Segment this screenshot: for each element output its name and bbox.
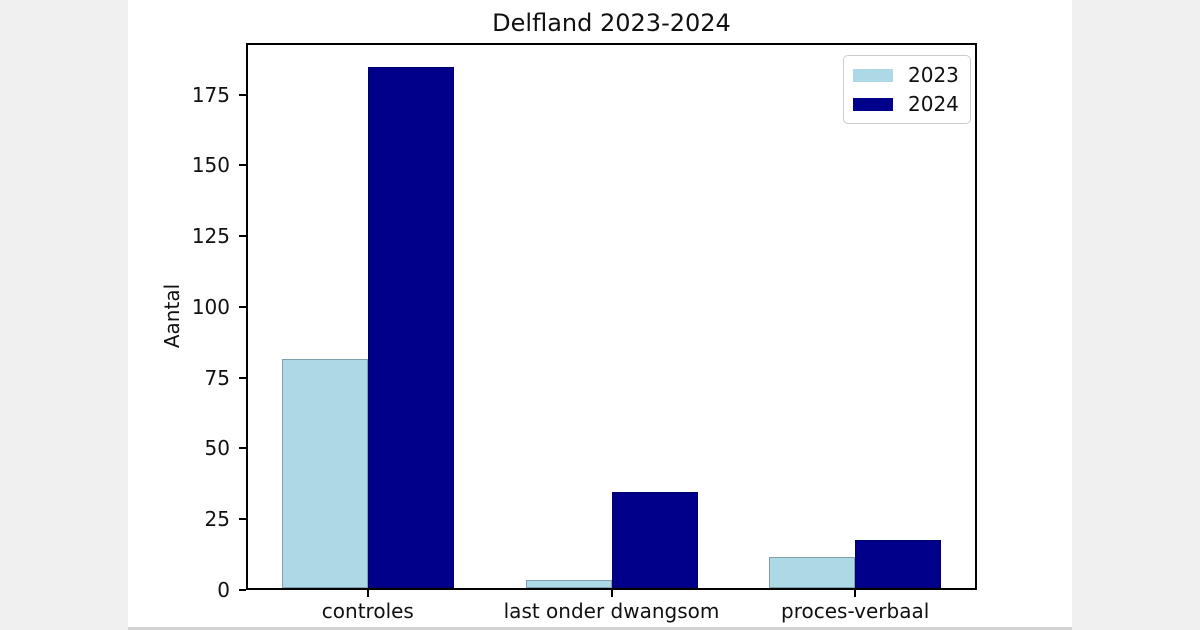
y-tick-label: 100 xyxy=(191,294,230,319)
bar-2024-controles xyxy=(367,67,454,588)
legend-swatch-2023 xyxy=(853,68,893,82)
y-tick-mark xyxy=(239,93,246,96)
bottom-strip xyxy=(128,627,1072,630)
y-tick-label: 25 xyxy=(204,507,230,532)
bar-2023-last-onder-dwangsom xyxy=(525,579,612,588)
plot-area xyxy=(246,43,977,590)
y-tick-label: 75 xyxy=(204,365,230,390)
x-tick-label: last onder dwangsom xyxy=(503,599,720,623)
x-tick-label: proces-verbaal xyxy=(781,599,930,623)
y-tick-mark xyxy=(239,447,246,450)
bar-2024-proces-verbaal xyxy=(855,539,942,588)
y-tick-label: 125 xyxy=(191,224,230,249)
bar-2024-last-onder-dwangsom xyxy=(611,491,698,588)
bar-2023-controles xyxy=(281,358,368,588)
y-tick-mark xyxy=(239,164,246,167)
y-tick-label: 150 xyxy=(191,153,230,178)
y-tick-mark xyxy=(239,376,246,379)
x-tick-label: controles xyxy=(321,599,414,623)
legend-swatch-2024 xyxy=(853,97,893,111)
y-tick-mark xyxy=(239,518,246,521)
y-tick-mark xyxy=(239,589,246,591)
y-tick-label: 175 xyxy=(191,82,230,107)
y-tick-mark xyxy=(239,305,246,308)
y-tick-mark xyxy=(239,235,246,238)
legend-item-2024: 2024 xyxy=(853,93,961,115)
y-tick-label: 50 xyxy=(204,436,230,461)
x-tick-mark xyxy=(366,590,369,597)
x-tick-mark xyxy=(854,590,857,597)
bar-2023-proces-verbaal xyxy=(769,556,856,588)
y-tick-label: 0 xyxy=(217,578,230,602)
x-tick-mark xyxy=(610,590,613,597)
chart-title: Delfland 2023-2024 xyxy=(492,9,731,37)
legend: 2023 2024 xyxy=(843,55,971,124)
legend-item-2023: 2023 xyxy=(853,64,961,86)
legend-label-2023: 2023 xyxy=(908,63,959,87)
legend-label-2024: 2024 xyxy=(908,92,959,116)
figure-canvas: Delfland 2023-2024 Aantal 0 25 50 75 100 125 1… xyxy=(128,0,1072,630)
